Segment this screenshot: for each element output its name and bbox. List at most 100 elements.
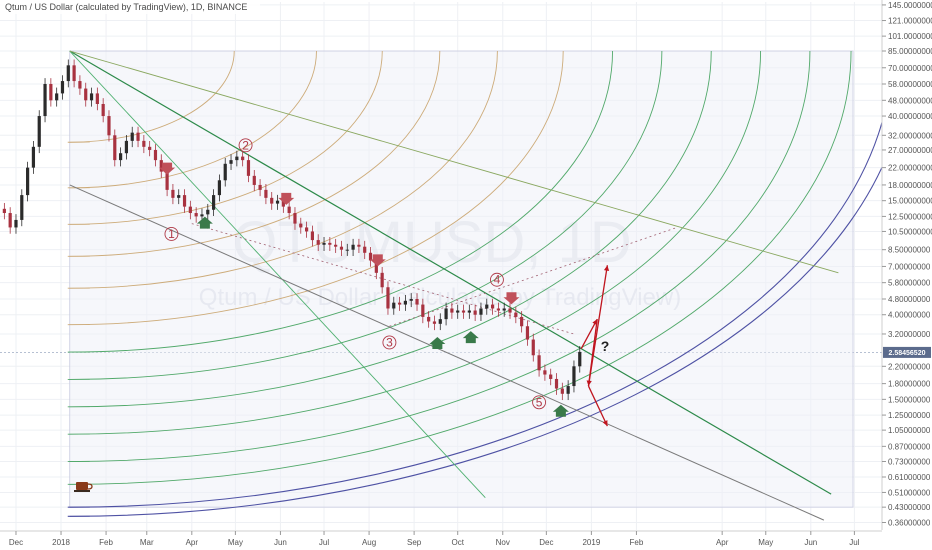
candle-body <box>432 321 437 324</box>
price-tick-label: 121.00000000 <box>888 17 932 26</box>
price-tick-label: 27.00000000 <box>888 146 932 155</box>
candle-body <box>363 246 367 253</box>
fib-arc <box>67 51 762 435</box>
candlestick-series <box>2 59 582 401</box>
fan-line-shallow <box>69 50 839 274</box>
buy-signal-arrow-icon <box>429 336 446 349</box>
candle-body <box>525 326 530 340</box>
candle-body <box>165 171 169 190</box>
candle-body <box>566 386 570 394</box>
candle-body <box>20 195 24 220</box>
candle-body <box>119 153 123 161</box>
time-tick-label: Sep <box>407 538 422 547</box>
buy-signal-arrow-icon <box>196 216 213 229</box>
candle-body <box>136 132 140 141</box>
candle-body <box>211 195 216 210</box>
dotted-trend-line-upper <box>389 227 678 327</box>
candle-body <box>374 260 378 273</box>
candle-body <box>473 310 477 315</box>
projection-arrows <box>580 265 610 427</box>
candle-body <box>258 184 262 190</box>
candle-body <box>171 189 175 198</box>
price-tick-label: 10.50000000 <box>888 227 932 236</box>
candle-body <box>444 308 448 320</box>
time-tick-label: 2018 <box>52 538 70 547</box>
candle-body <box>456 310 460 313</box>
candle-body <box>490 304 495 309</box>
candle-body <box>182 195 187 207</box>
price-tick-label: 15.00000000 <box>888 197 932 206</box>
candle-body <box>14 219 18 228</box>
wave-label-circle <box>489 272 504 287</box>
candle-body <box>386 287 390 309</box>
price-tick-label: 0.61000000 <box>888 473 931 482</box>
fan-line-main <box>69 50 832 495</box>
time-tick-label: Aug <box>362 538 376 547</box>
candle-body <box>235 156 239 161</box>
wave-label-circle <box>382 335 397 350</box>
candle-body <box>421 304 425 317</box>
candle-body <box>403 300 408 305</box>
candle-body <box>188 206 192 214</box>
price-tick-label: 32.00000000 <box>888 131 932 140</box>
candle-body <box>101 103 105 117</box>
wave-label: 5 <box>536 395 543 409</box>
candle-body <box>322 242 326 245</box>
candle-body <box>159 160 163 172</box>
candle-body <box>339 246 344 250</box>
candle-body <box>543 370 547 375</box>
wave-label-circle <box>532 395 547 410</box>
coffee-cup-icon[interactable] <box>74 482 93 492</box>
candle-body <box>572 366 576 387</box>
price-tick-label: 48.00000000 <box>888 96 932 105</box>
fib-arc <box>67 51 893 508</box>
trend-fan-lines <box>69 50 839 521</box>
price-tick-label: 85.00000000 <box>888 47 932 56</box>
candle-body <box>520 316 524 327</box>
candle-body <box>380 272 384 288</box>
candle-body <box>351 244 355 250</box>
candle-body <box>368 252 373 261</box>
candle-body <box>531 339 535 356</box>
sell-signal-arrow-icon <box>278 192 295 205</box>
wave-label: 3 <box>386 335 393 349</box>
time-tick-label: Mar <box>140 538 154 547</box>
candle-body <box>95 93 99 104</box>
fan-line-steep <box>69 50 486 498</box>
current-price-tag: 2.58456520 <box>883 346 931 358</box>
candle-body <box>287 206 291 214</box>
price-tick-label: 70.00000000 <box>888 64 932 73</box>
candle-body <box>252 175 256 185</box>
price-tick-label: 0.73000000 <box>888 457 931 466</box>
candle-body <box>153 149 158 161</box>
candle-body <box>142 140 146 147</box>
sell-signal-arrow-icon <box>503 292 520 305</box>
fib-arc <box>67 51 663 380</box>
candle-body <box>328 242 332 245</box>
candle-body <box>299 223 303 228</box>
candle-body <box>496 308 500 311</box>
fib-arc <box>67 51 564 326</box>
time-tick-label: May <box>758 538 773 547</box>
time-tick-label: Dec <box>539 538 553 547</box>
projection-arrow-line <box>587 265 609 387</box>
wave-label: 2 <box>242 138 249 152</box>
wave-label: 1 <box>168 227 175 241</box>
candle-body <box>148 146 152 150</box>
candle-body <box>537 355 541 371</box>
candle-body <box>560 388 564 394</box>
wave-label: 4 <box>494 273 501 287</box>
price-tick-label: 1.25000000 <box>888 411 931 420</box>
candle-body <box>357 244 361 247</box>
fib-arc <box>67 51 441 257</box>
projection-arrowhead-icon <box>602 420 608 427</box>
price-tick-label: 40.00000000 <box>888 112 932 121</box>
candle-body <box>293 213 297 224</box>
price-tick-label: 1.80000000 <box>888 380 931 389</box>
candle-body <box>84 88 88 101</box>
price-tick-label: 7.00000000 <box>888 262 931 271</box>
candle-body <box>78 81 82 89</box>
price-axis[interactable] <box>881 0 932 550</box>
candle-body <box>55 93 59 101</box>
